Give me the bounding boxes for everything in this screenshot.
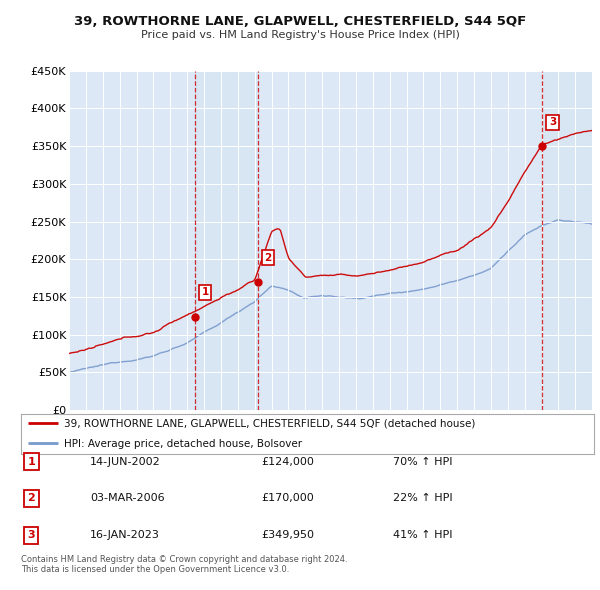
Text: 22% ↑ HPI: 22% ↑ HPI — [394, 493, 453, 503]
Text: 70% ↑ HPI: 70% ↑ HPI — [394, 457, 453, 467]
Text: £170,000: £170,000 — [262, 493, 314, 503]
Text: 39, ROWTHORNE LANE, GLAPWELL, CHESTERFIELD, S44 5QF: 39, ROWTHORNE LANE, GLAPWELL, CHESTERFIE… — [74, 15, 526, 28]
Text: 3: 3 — [549, 117, 556, 127]
Text: 3: 3 — [28, 530, 35, 540]
Text: 16-JAN-2023: 16-JAN-2023 — [90, 530, 160, 540]
Text: 1: 1 — [28, 457, 35, 467]
Text: Contains HM Land Registry data © Crown copyright and database right 2024.
This d: Contains HM Land Registry data © Crown c… — [21, 555, 347, 574]
Text: 2: 2 — [28, 493, 35, 503]
Bar — [542, 71, 592, 410]
Bar — [195, 71, 257, 410]
Text: 1: 1 — [202, 287, 209, 297]
Text: HPI: Average price, detached house, Bolsover: HPI: Average price, detached house, Bols… — [64, 439, 302, 449]
Text: £349,950: £349,950 — [262, 530, 314, 540]
Text: 14-JUN-2002: 14-JUN-2002 — [90, 457, 161, 467]
Text: 41% ↑ HPI: 41% ↑ HPI — [394, 530, 453, 540]
Text: 03-MAR-2006: 03-MAR-2006 — [90, 493, 164, 503]
Text: 2: 2 — [264, 253, 272, 263]
Text: £124,000: £124,000 — [262, 457, 314, 467]
Text: 39, ROWTHORNE LANE, GLAPWELL, CHESTERFIELD, S44 5QF (detached house): 39, ROWTHORNE LANE, GLAPWELL, CHESTERFIE… — [64, 419, 475, 429]
Text: Price paid vs. HM Land Registry's House Price Index (HPI): Price paid vs. HM Land Registry's House … — [140, 30, 460, 40]
